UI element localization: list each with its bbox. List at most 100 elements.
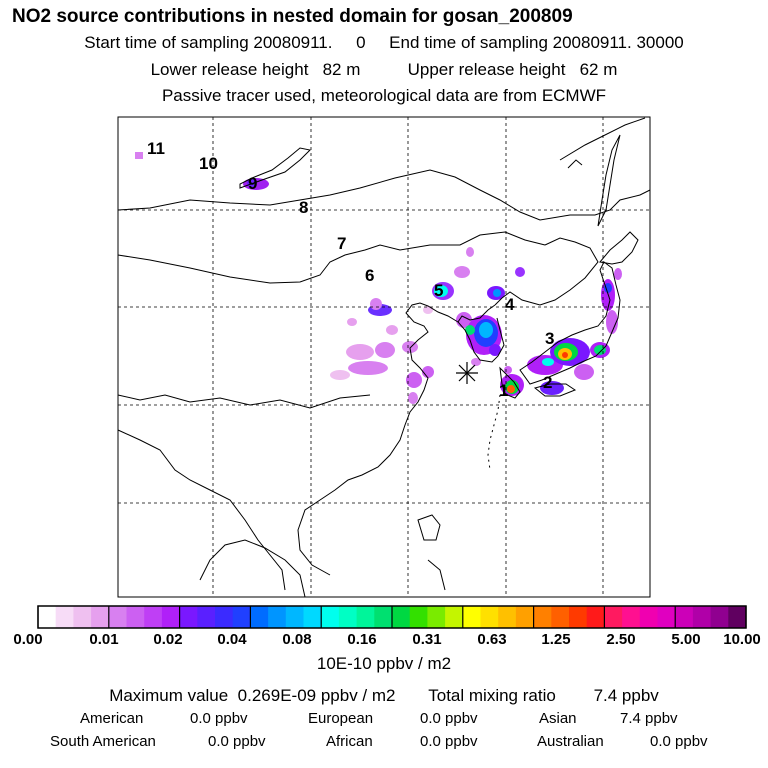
colorbar-swatch	[161, 606, 181, 628]
colorbar	[37, 605, 747, 629]
colorbar-swatch	[338, 606, 358, 628]
colorbar-tick-label: 0.08	[282, 631, 312, 648]
colorbar-tick-label: 1.25	[541, 631, 571, 648]
colorbar-swatch	[462, 606, 481, 628]
colorbar-swatch	[144, 606, 163, 628]
max-value-line: Maximum value 0.269E-09 ppbv / m2 Total …	[109, 686, 659, 705]
plume-cell	[466, 247, 474, 257]
tracer-info-line: Passive tracer used, meteorological data…	[161, 86, 607, 105]
colorbar-tick-label: 0.63	[477, 631, 507, 648]
colorbar-swatch	[126, 606, 145, 628]
plume-cell	[370, 298, 382, 310]
point-label: 9	[248, 174, 257, 193]
plume-cell	[348, 361, 388, 375]
colorbar-swatch	[427, 606, 446, 628]
colorbar-tick-label: 10.00	[723, 631, 761, 648]
colorbar-tick-label: 5.00	[671, 631, 701, 648]
region-value: 0.0 ppbv	[650, 733, 708, 750]
colorbar-swatch	[356, 606, 375, 628]
point-label: 8	[299, 198, 308, 217]
point-label: 10	[199, 154, 218, 173]
colorbar-swatch	[569, 606, 588, 628]
region-value: 0.0 ppbv	[420, 733, 478, 750]
colorbar-swatch	[622, 606, 641, 628]
sakhalin-coast	[597, 134, 621, 227]
region-value: 0.0 ppbv	[190, 710, 248, 727]
border-line	[117, 231, 546, 284]
sampling-time-line: Start time of sampling 20080911. 0 End t…	[84, 33, 684, 52]
border-line	[117, 429, 286, 591]
region-label: Australian	[537, 733, 604, 750]
plume-cell	[574, 364, 594, 380]
map-frame	[117, 116, 651, 598]
border-line	[117, 169, 651, 221]
colorbar-swatch	[639, 606, 658, 628]
plume-cell	[330, 370, 350, 380]
colorbar-swatch	[303, 606, 322, 628]
region-label: South American	[50, 733, 156, 750]
concentration-field	[135, 152, 622, 404]
plume-cell	[406, 372, 422, 388]
colorbar-swatch	[179, 606, 198, 628]
point-label: 11	[147, 139, 165, 158]
colorbar-swatch	[675, 606, 694, 628]
taiwan-coast	[417, 514, 441, 541]
plume-cell	[515, 267, 525, 277]
colorbar-swatch	[285, 606, 304, 628]
coastlines	[117, 117, 651, 598]
colorbar-swatch	[250, 606, 269, 628]
region-label: American	[80, 710, 144, 727]
coast-line	[559, 117, 646, 161]
colorbar-swatch	[197, 606, 216, 628]
island-chain	[487, 394, 501, 471]
plume-cell	[375, 342, 395, 358]
plume-cell	[408, 392, 418, 404]
point-label: 4	[505, 295, 515, 314]
plume-cell	[604, 283, 612, 293]
border-line	[117, 394, 371, 409]
region-value: 0.0 ppbv	[208, 733, 266, 750]
region-label: Asian	[539, 710, 577, 727]
point-label: 7	[337, 234, 346, 253]
lake-baikal	[239, 147, 312, 189]
region-label: African	[326, 733, 373, 750]
point-label: 6	[365, 266, 374, 285]
colorbar-swatch	[533, 606, 552, 628]
plume-cell	[479, 322, 493, 338]
point-label: 1	[499, 381, 508, 400]
colorbar-swatch	[728, 606, 747, 628]
colorbar-swatch	[657, 606, 676, 628]
colorbar-swatch	[498, 606, 517, 628]
region-value: 7.4 ppbv	[620, 710, 678, 727]
point-label: 3	[545, 329, 554, 348]
colorbar-swatch	[321, 606, 340, 628]
colorbar-swatch	[215, 606, 234, 628]
plot-title: NO2 source contributions in nested domai…	[12, 6, 573, 27]
plume-cell	[471, 358, 481, 366]
colorbar-swatch	[604, 606, 623, 628]
point-label: 5	[434, 281, 443, 300]
coast-line	[567, 159, 583, 169]
colorbar-swatch	[515, 606, 535, 628]
kyushu-coast	[499, 366, 521, 399]
colorbar-swatch	[710, 606, 729, 628]
colorbar-swatch	[73, 606, 92, 628]
plume-cell	[614, 268, 622, 280]
coast-line	[427, 559, 446, 591]
colorbar-swatch	[480, 606, 499, 628]
colorbar-tick-label: 2.50	[606, 631, 636, 648]
plume-cell	[542, 358, 554, 366]
colorbar-tick-label: 0.16	[347, 631, 377, 648]
colorbar-units: 10E-10 ppbv / m2	[316, 654, 452, 673]
graticule	[118, 117, 650, 597]
colorbar-swatch	[392, 606, 411, 628]
point-label: 2	[543, 373, 552, 392]
plume-cell	[386, 325, 398, 335]
region-value: 0.0 ppbv	[420, 710, 478, 727]
colorbar-tick-label: 0.00	[13, 631, 43, 648]
colorbar-swatch	[91, 606, 110, 628]
plume-cell	[507, 385, 515, 393]
colorbar-swatch	[268, 606, 287, 628]
plume-cell	[493, 289, 501, 297]
